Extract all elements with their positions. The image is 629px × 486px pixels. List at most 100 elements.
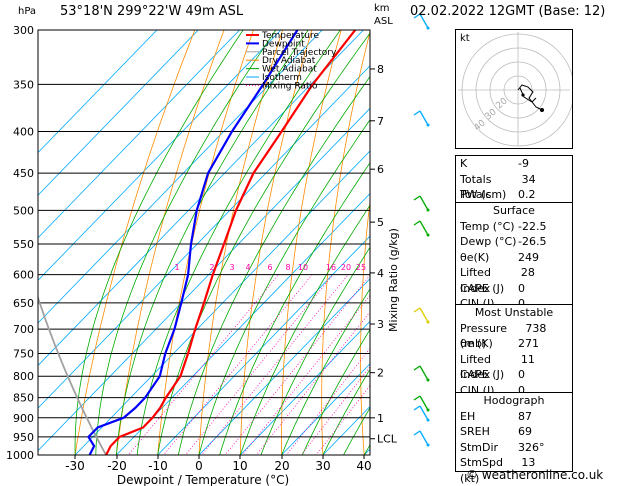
surface-row: Temp (°C) -22.5: [456, 219, 572, 235]
hodo-ring-label-40: 40: [473, 118, 488, 133]
pressure-tick-label: 300: [13, 24, 34, 37]
index-label: Totals Totals: [460, 172, 492, 202]
location-title: 53°18'N 299°22'W 49m ASL: [60, 4, 244, 19]
surface-row: θe(K) 249: [456, 250, 572, 266]
dry-adiabat-line: [74, 30, 196, 455]
hodograph-value: 326°: [518, 440, 545, 454]
mixing-ratio-label: 10: [298, 263, 308, 272]
wind-barb-dot: [426, 320, 430, 324]
wind-barb-dot: [426, 418, 430, 422]
isotherm-line: [38, 30, 282, 281]
mixing-ratio-line: [255, 311, 370, 455]
surface-label: Temp (°C): [460, 219, 515, 233]
km-tick-label: 8: [377, 63, 384, 76]
surface-table: Surface Temp (°C) -22.5 Dewp (°C) -26.5 θe…: [455, 202, 573, 313]
km-label: km: [374, 3, 390, 14]
hodograph-trace-2: [519, 87, 537, 103]
wet-adiabat-line: [115, 30, 309, 455]
index-row: K -9: [456, 156, 572, 172]
unstable-label: Lifted Index: [460, 352, 491, 382]
mixing-ratio-line: [201, 274, 349, 455]
index-row: PW (cm) 0.2: [456, 187, 572, 203]
legend-entry: Isotherm: [262, 73, 302, 83]
pressure-tick-label: 750: [13, 347, 34, 360]
unstable-label: CAPE (J): [460, 368, 505, 381]
hodograph-trace: [517, 84, 543, 111]
mixing-ratio-label: 1: [174, 263, 179, 272]
temperature-line: [105, 30, 357, 455]
isotherm-line: [38, 30, 241, 239]
wind-barb-flag: [413, 395, 421, 401]
km-tick-label: 1: [377, 412, 384, 425]
wind-barb: [419, 430, 429, 446]
x-tick-label: 20: [274, 459, 289, 473]
surface-label: CAPE (J): [460, 281, 505, 295]
hodo-ring-label-20: 20: [495, 96, 510, 111]
surface-value: 0: [518, 296, 568, 312]
hodograph-label: EH: [460, 409, 476, 423]
km-tick-label: 2: [377, 367, 384, 380]
surface-label: θe(K): [460, 250, 490, 264]
unstable-row: CAPE (J) 0: [456, 367, 572, 383]
pressure-tick-label: 350: [13, 78, 34, 91]
surface-label: Dewp (°C): [460, 235, 517, 248]
wind-barb-flag: [413, 110, 421, 116]
wet-adiabat-line: [198, 119, 370, 455]
km-tick-label: 3: [377, 318, 384, 331]
legend-entry: Dry Adiabat: [262, 56, 316, 66]
pressure-tick-label: 700: [13, 323, 34, 336]
wind-barb: [419, 110, 429, 126]
isotherm-line: [38, 30, 323, 324]
hodograph-value: 69: [518, 425, 532, 438]
legend-entry: Mixing Ratio: [262, 81, 318, 91]
wind-barb: [419, 220, 429, 236]
dry-adiabat-line: [321, 30, 370, 455]
credit-text: © weatheronline.co.uk: [466, 468, 604, 482]
pressure-tick-label: 550: [13, 238, 34, 251]
index-label: K: [460, 157, 468, 170]
isotherm-line: [38, 107, 370, 452]
unstable-label: θe (K): [460, 337, 493, 350]
dry-adiabat-line: [198, 30, 284, 455]
x-tick-label: 10: [232, 459, 247, 473]
wet-adiabat-line: [95, 30, 277, 455]
dry-adiabat-line: [239, 30, 313, 455]
wind-barb-dot: [426, 378, 430, 382]
hodograph-label: SREH: [460, 425, 490, 438]
parcel-trajectory-line: [38, 294, 107, 455]
isotherm-line: [281, 363, 370, 455]
isotherm-line: [38, 30, 158, 154]
wind-barb-flag: [413, 365, 421, 371]
pressure-tick-label: 1000: [6, 449, 34, 462]
unstable-row: θe (K) 271: [456, 336, 572, 352]
mixing-ratio-label: 2: [209, 263, 214, 272]
wind-barb-dot: [426, 233, 430, 237]
x-tick-label: -30: [65, 459, 85, 473]
wet-adiabat-line: [136, 30, 341, 455]
plot-frame: [37, 29, 371, 456]
isotherm-line: [157, 235, 370, 455]
wind-barb-dot: [426, 408, 430, 412]
x-tick-label: 30: [315, 459, 330, 473]
wind-barb-flag: [413, 13, 421, 19]
wet-adiabat-line: [281, 288, 370, 455]
km-tick-label: 5: [377, 216, 384, 229]
mixing-ratio-label: 4: [245, 263, 250, 272]
mixing-ratio-label: 16: [326, 263, 336, 272]
wind-barb-flag: [413, 195, 421, 201]
wind-barb-dot: [426, 123, 430, 127]
mixing-ratio-line: [241, 294, 370, 455]
wind-barb-dot: [426, 208, 430, 212]
pressure-tick-label: 500: [13, 204, 34, 217]
hodograph-table: Hodograph EH 87 SREH 69 StmDir 326° StmSpd …: [455, 392, 573, 485]
legend-entry: Temperature: [261, 31, 319, 41]
wind-barb-dot: [426, 443, 430, 447]
wet-adiabat-line: [157, 32, 370, 455]
legend-entry: Wet Adiabat: [262, 65, 317, 75]
pressure-tick-label: 450: [13, 167, 34, 180]
legend-entry: Parcel Trajectory: [262, 48, 337, 58]
index-value: -9: [518, 157, 529, 170]
km-tick-label: 4: [377, 267, 384, 280]
surface-title: Surface: [493, 204, 535, 217]
isotherm-line: [38, 30, 199, 196]
